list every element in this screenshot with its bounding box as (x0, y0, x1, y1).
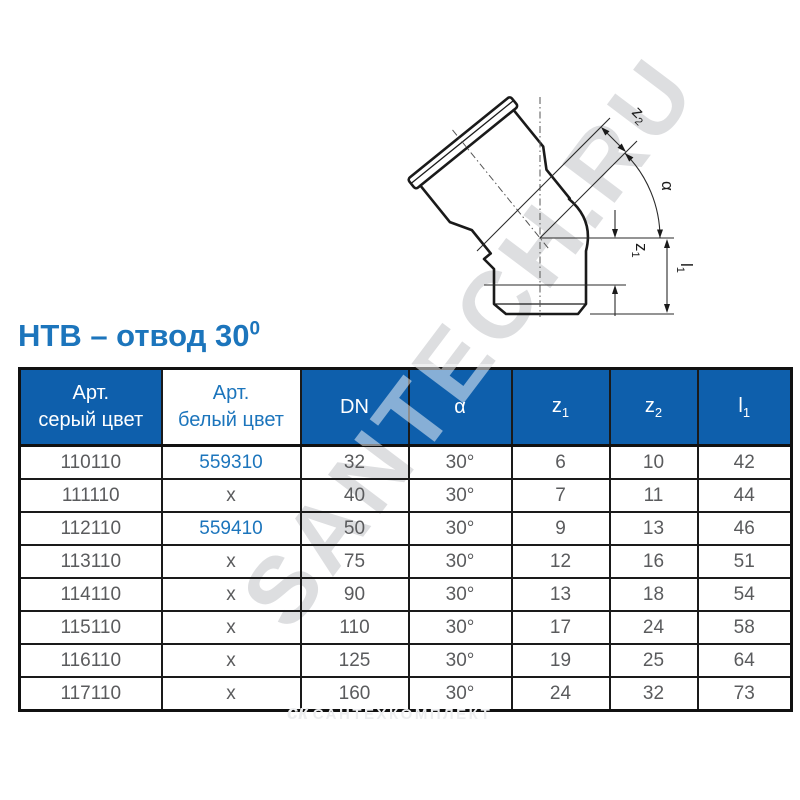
socket-mouth-rim (407, 96, 519, 190)
cell-z2: 13 (608, 511, 699, 546)
cell-z2: 16 (608, 544, 699, 579)
page-title-degree: 0 (249, 318, 261, 340)
cell-z1: 19 (510, 643, 611, 678)
cell-l1: 51 (696, 544, 793, 579)
cell-l1: 42 (696, 444, 793, 480)
cell-alpha: 30° (407, 577, 513, 612)
col-header-l1: l1 (696, 367, 793, 447)
elbow-fitting-drawing: z2 α z1 l1 (407, 96, 696, 317)
cell-dn: 125 (299, 643, 410, 678)
cell-art-gray: 117110 (18, 676, 163, 712)
table-row: 115110 х 110 30° 17 24 58 (18, 610, 793, 645)
cell-dn: 75 (299, 544, 410, 579)
col-header-alpha: α (407, 367, 513, 447)
cell-art-gray: 116110 (18, 643, 163, 678)
cell-art-gray: 114110 (18, 577, 163, 612)
col-header-art-white: Арт. белый цвет (160, 367, 302, 447)
cell-alpha: 30° (407, 676, 513, 712)
cell-dn: 160 (299, 676, 410, 712)
cell-art-white: х (160, 577, 302, 612)
cell-dn: 40 (299, 478, 410, 513)
socket-axis-centerline (452, 129, 550, 250)
cell-alpha: 30° (407, 643, 513, 678)
cell-l1: 58 (696, 610, 793, 645)
cell-dn: 110 (299, 610, 410, 645)
header-row: Арт. серый цвет Арт. белый цвет DN α z1 z2… (18, 367, 793, 447)
dim-label-z1: z1 (629, 243, 651, 258)
cell-z1: 24 (510, 676, 611, 712)
sk-logo-text: САНТЕХКОМПЛЕКТ (312, 706, 493, 723)
cell-z1: 9 (510, 511, 611, 546)
table-row: 112110 559410 50 30° 9 13 46 (18, 511, 793, 546)
table-row: 117110 х 160 30° 24 32 73 (18, 676, 793, 712)
cell-z1: 12 (510, 544, 611, 579)
dim-label-z2: z2 (626, 102, 652, 128)
table-row: 111110 х 40 30° 7 11 44 (18, 478, 793, 513)
article-link[interactable]: 559410 (160, 511, 302, 546)
spec-table: Арт. серый цвет Арт. белый цвет DN α z1 z2… (18, 367, 793, 712)
table-row: 116110 х 125 30° 19 25 64 (18, 643, 793, 678)
cell-alpha: 30° (407, 478, 513, 513)
cell-dn: 90 (299, 577, 410, 612)
page-title: НТВ – отвод 300 (18, 318, 260, 354)
cell-art-gray: 113110 (18, 544, 163, 579)
dim-label-alpha: α (658, 181, 677, 191)
article-link[interactable]: 559310 (160, 444, 302, 480)
cell-z1: 6 (510, 444, 611, 480)
cell-z2: 18 (608, 577, 699, 612)
cell-art-gray: 110110 (18, 444, 163, 480)
col-header-z2: z2 (608, 367, 699, 447)
cell-dn: 32 (299, 444, 410, 480)
cell-z2: 25 (608, 643, 699, 678)
table-row: 114110 х 90 30° 13 18 54 (18, 577, 793, 612)
cell-alpha: 30° (407, 544, 513, 579)
cell-l1: 64 (696, 643, 793, 678)
cell-art-white: х (160, 643, 302, 678)
cell-art-white: х (160, 610, 302, 645)
cell-alpha: 30° (407, 511, 513, 546)
cell-art-white: х (160, 676, 302, 712)
cell-art-gray: 115110 (18, 610, 163, 645)
col-header-art-gray: Арт. серый цвет (18, 367, 163, 447)
sk-logo-mark: ск (287, 702, 309, 724)
dim-label-l1: l1 (674, 263, 696, 273)
elbow-body-outline (482, 197, 590, 316)
table-row: 113110 х 75 30° 12 16 51 (18, 544, 793, 579)
cell-z2: 11 (608, 478, 699, 513)
cell-l1: 44 (696, 478, 793, 513)
cell-art-gray: 112110 (18, 511, 163, 546)
table-row: 110110 559310 32 30° 6 10 42 (18, 444, 793, 480)
col-header-z1: z1 (510, 367, 611, 447)
cell-z2: 24 (608, 610, 699, 645)
page-title-text: НТВ – отвод 30 (18, 318, 250, 353)
cell-l1: 73 (696, 676, 793, 712)
cell-z2: 10 (608, 444, 699, 480)
cell-l1: 46 (696, 511, 793, 546)
cell-art-white: х (160, 544, 302, 579)
cell-z1: 13 (510, 577, 611, 612)
cell-art-white: х (160, 478, 302, 513)
cell-dn: 50 (299, 511, 410, 546)
col-header-dn: DN (299, 367, 410, 447)
cell-z1: 7 (510, 478, 611, 513)
cell-art-gray: 111110 (18, 478, 163, 513)
cell-l1: 54 (696, 577, 793, 612)
santehkomplekt-logo: ск САНТЕХКОМПЛЕКТ (287, 702, 492, 725)
cell-alpha: 30° (407, 610, 513, 645)
cell-z2: 32 (608, 676, 699, 712)
cell-alpha: 30° (407, 444, 513, 480)
cell-z1: 17 (510, 610, 611, 645)
